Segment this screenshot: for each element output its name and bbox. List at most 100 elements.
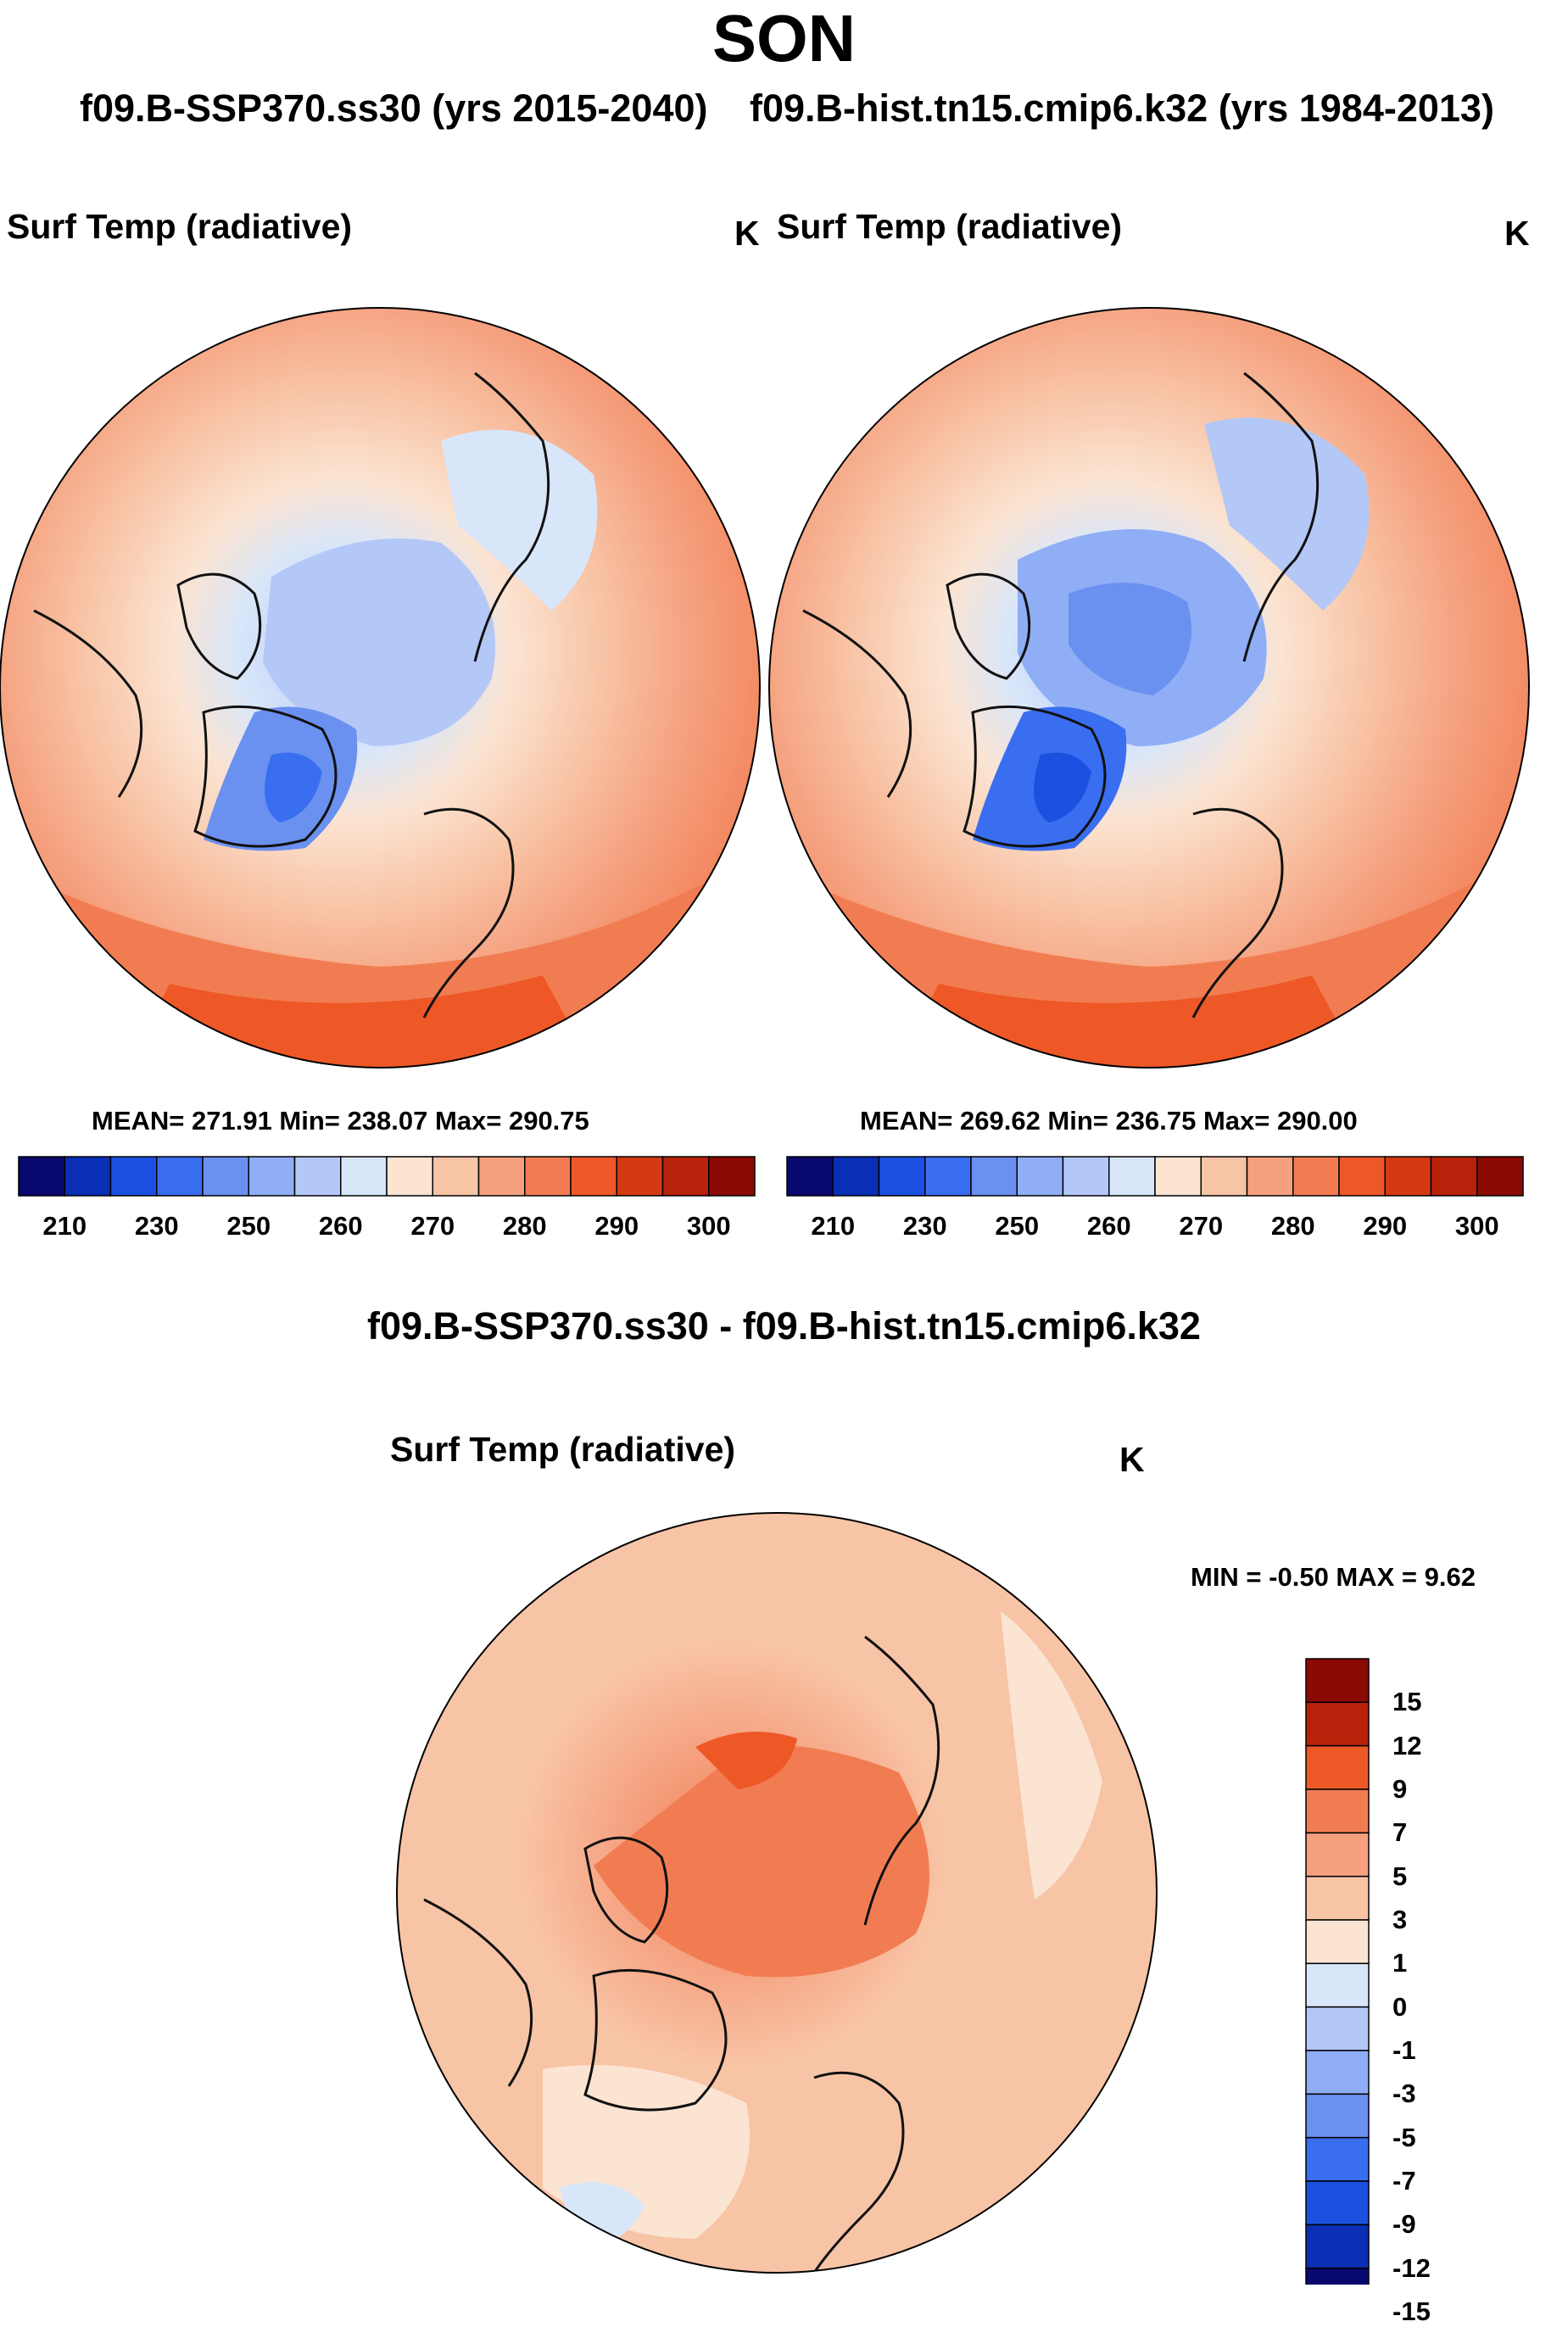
panel2-colorbar-swatch	[1108, 1156, 1156, 1197]
panel1-colorbar-swatch	[64, 1156, 112, 1197]
panel1-variable-title: Surf Temp (radiative)	[7, 207, 353, 246]
diff-title: f09.B-SSP370.ss30 - f09.B-hist.tn15.cmip…	[367, 1304, 1201, 1348]
panel2-colorbar-tick-label: 250	[995, 1211, 1040, 1241]
diff-colorbar-tick-label: 7	[1392, 1817, 1408, 1848]
panel1-colorbar-swatch	[432, 1156, 480, 1197]
diff-colorbar-swatch	[1305, 2267, 1370, 2285]
diff-colorbar-swatch	[1305, 1832, 1370, 1878]
diff-colorbar-tick-label: 5	[1392, 1861, 1408, 1891]
panel2-colorbar-swatch	[924, 1156, 972, 1197]
panel1-colorbar-swatch	[386, 1156, 433, 1197]
panel1-colorbar-swatch	[248, 1156, 296, 1197]
panel2-colorbar-swatch	[1016, 1156, 1064, 1197]
panel1-colorbar-swatch	[109, 1156, 158, 1197]
diff-colorbar-tick-label: -1	[1392, 2035, 1416, 2065]
diff-colorbar-swatch	[1305, 1701, 1370, 1747]
diff-colorbar-tick-label: 0	[1392, 1991, 1408, 2022]
panel2-colorbar	[786, 1156, 1524, 1197]
diff-units: K	[1119, 1440, 1145, 1479]
panel1-colorbar-swatch	[570, 1156, 617, 1197]
panel1-colorbar-swatch	[477, 1156, 526, 1197]
panel1-map	[0, 308, 760, 1068]
panel2-colorbar-tick-label: 210	[811, 1211, 856, 1241]
panel2-colorbar-swatch	[832, 1156, 880, 1197]
panel2-colorbar-tick-label: 300	[1454, 1211, 1499, 1241]
panel2-stats: MEAN= 269.62 Min= 236.75 Max= 290.00	[860, 1106, 1358, 1136]
panel2-map	[769, 308, 1529, 1068]
diff-colorbar-swatch	[1305, 2136, 1370, 2182]
diff-map	[397, 1513, 1157, 2273]
diff-colorbar-swatch	[1305, 2180, 1370, 2226]
run-a-title: f09.B-SSP370.ss30 (yrs 2015-2040)	[80, 86, 708, 130]
diff-variable-title: Surf Temp (radiative)	[390, 1430, 736, 1469]
diff-stats: MIN = -0.50 MAX = 9.62	[1191, 1562, 1476, 1592]
diff-colorbar-tick-label: -3	[1392, 2079, 1416, 2109]
diff-colorbar-tick-label: -15	[1392, 2296, 1431, 2326]
panel2-map-border	[768, 307, 1530, 1069]
season-title: SON	[711, 1, 857, 75]
panel2-colorbar-tick-label: 280	[1270, 1211, 1315, 1241]
panel1-colorbar-swatch	[156, 1156, 204, 1197]
diff-map-border	[396, 1512, 1158, 2274]
panel2-colorbar-swatch	[1292, 1156, 1340, 1197]
diff-colorbar-tick-label: 15	[1392, 1687, 1422, 1717]
panel1-colorbar-tick-label: 260	[318, 1211, 363, 1241]
panel1-colorbar-swatch	[708, 1156, 756, 1197]
panel1-colorbar-tick-label: 290	[594, 1211, 639, 1241]
panel1-colorbar-swatch	[18, 1156, 65, 1197]
panel2-colorbar-swatch	[786, 1156, 834, 1197]
panel2-colorbar-swatch	[970, 1156, 1018, 1197]
panel1-colorbar-swatch	[661, 1156, 710, 1197]
panel2-colorbar-swatch	[1476, 1156, 1524, 1197]
diff-colorbar-tick-label: -5	[1392, 2122, 1416, 2152]
diff-colorbar-tick-label: -7	[1392, 2166, 1416, 2196]
panel2-colorbar-tick-label: 230	[902, 1211, 947, 1241]
panel2-colorbar-tick-label: 270	[1179, 1211, 1224, 1241]
panel2-colorbar-swatch	[1154, 1156, 1202, 1197]
panel2-colorbar-swatch	[1430, 1156, 1478, 1197]
panel2-variable-title: Surf Temp (radiative)	[777, 207, 1123, 246]
panel1-map-border	[0, 307, 761, 1069]
panel2-colorbar-swatch	[1384, 1156, 1432, 1197]
diff-colorbar-swatch	[1305, 1875, 1370, 1921]
diff-colorbar	[1305, 1658, 1370, 2285]
diff-colorbar-tick-label: 12	[1392, 1730, 1422, 1761]
diff-colorbar-swatch	[1305, 1744, 1370, 1790]
diff-colorbar-swatch	[1305, 2050, 1370, 2095]
panel1-colorbar-tick-label: 210	[42, 1211, 87, 1241]
panel1-colorbar-tick-label: 250	[226, 1211, 271, 1241]
panel2-colorbar-tick-label: 290	[1363, 1211, 1408, 1241]
panel1-colorbar	[18, 1156, 756, 1197]
diff-colorbar-swatch	[1305, 1788, 1370, 1834]
panel1-colorbar-tick-label: 280	[502, 1211, 547, 1241]
panel1-colorbar-swatch	[340, 1156, 388, 1197]
panel2-colorbar-swatch	[878, 1156, 926, 1197]
diff-colorbar-tick-label: -12	[1392, 2252, 1431, 2283]
panel2-colorbar-swatch	[1246, 1156, 1294, 1197]
diff-colorbar-swatch	[1305, 1658, 1370, 1704]
panel2-colorbar-swatch	[1338, 1156, 1386, 1197]
panel1-colorbar-swatch	[202, 1156, 249, 1197]
panel1-colorbar-tick-label: 300	[686, 1211, 731, 1241]
run-b-title: f09.B-hist.tn15.cmip6.k32 (yrs 1984-2013…	[750, 86, 1494, 130]
diff-colorbar-tick-label: 1	[1392, 1948, 1408, 1978]
diff-colorbar-swatch	[1305, 1962, 1370, 2008]
panel2-units: K	[1504, 214, 1530, 253]
diff-colorbar-tick-label: -9	[1392, 2209, 1416, 2240]
panel1-units: K	[734, 214, 760, 253]
panel1-colorbar-swatch	[616, 1156, 664, 1197]
diff-colorbar-swatch	[1305, 2224, 1370, 2269]
panel1-stats: MEAN= 271.91 Min= 238.07 Max= 290.75	[92, 1106, 589, 1136]
panel2-colorbar-tick-label: 260	[1086, 1211, 1131, 1241]
diff-colorbar-tick-label: 3	[1392, 1905, 1408, 1934]
panel2-colorbar-swatch	[1062, 1156, 1110, 1197]
panel1-colorbar-swatch	[293, 1156, 342, 1197]
panel1-colorbar-swatch	[524, 1156, 572, 1197]
diff-colorbar-swatch	[1305, 1919, 1370, 1965]
panel1-colorbar-tick-label: 270	[410, 1211, 455, 1241]
panel2-colorbar-swatch	[1200, 1156, 1248, 1197]
diff-colorbar-swatch	[1305, 2006, 1370, 2051]
panel1-colorbar-tick-label: 230	[134, 1211, 179, 1241]
diff-colorbar-swatch	[1305, 2093, 1370, 2139]
